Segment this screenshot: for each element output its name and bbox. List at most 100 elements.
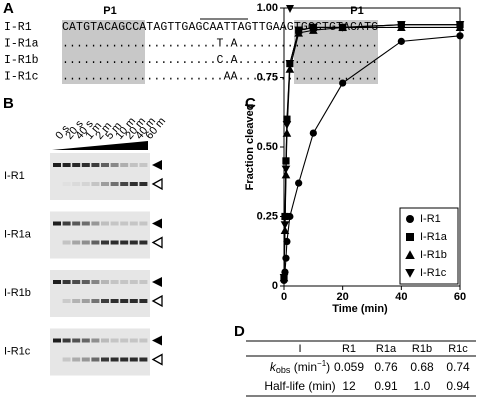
band <box>62 240 71 245</box>
gel <box>50 328 150 376</box>
table-cell: 12 <box>342 379 356 393</box>
point <box>406 215 414 223</box>
band <box>120 299 129 303</box>
point <box>282 254 290 262</box>
gel <box>50 211 150 259</box>
gel <box>50 153 150 200</box>
point <box>456 32 464 40</box>
point <box>285 60 295 68</box>
band <box>91 357 100 362</box>
band-arrow <box>151 236 163 249</box>
band <box>91 280 100 284</box>
table-header: I <box>298 343 301 355</box>
band <box>110 280 119 284</box>
x-tick-label: 40 <box>395 291 407 303</box>
point <box>339 79 347 87</box>
band <box>81 163 90 167</box>
panel-label: C <box>245 95 256 112</box>
band <box>120 182 129 186</box>
point <box>405 269 415 278</box>
gel-label: I-R1c <box>4 345 31 357</box>
band <box>110 338 119 343</box>
point <box>397 21 406 29</box>
band <box>139 280 148 284</box>
point <box>397 37 405 45</box>
point <box>406 233 414 241</box>
fit-line <box>283 35 461 281</box>
point <box>281 170 291 179</box>
p1-label: P1 <box>103 5 116 17</box>
band <box>101 182 109 186</box>
band <box>101 357 109 362</box>
sequence: ......................T.A...............… <box>62 38 378 51</box>
point <box>282 128 292 137</box>
band <box>110 240 119 245</box>
point <box>295 179 303 187</box>
point <box>282 157 290 165</box>
point <box>283 237 291 246</box>
label-part: k <box>270 360 277 374</box>
legend-label: I-R1a <box>420 231 448 243</box>
point <box>294 26 303 35</box>
band-arrow <box>151 177 163 191</box>
band <box>53 182 61 186</box>
band-arrow <box>152 218 162 229</box>
table-cell: 0.91 <box>374 379 398 393</box>
point <box>338 23 347 32</box>
band-arrow <box>151 294 163 308</box>
sequence: .......................AA...............… <box>62 71 378 84</box>
band <box>139 221 148 226</box>
fit-line <box>283 24 460 278</box>
band <box>101 299 109 303</box>
legend-label: I-R1c <box>420 267 447 279</box>
table-header: R1b <box>412 343 432 355</box>
band <box>53 221 61 226</box>
band <box>81 338 90 343</box>
band <box>101 338 109 343</box>
x-tick-label: 60 <box>454 291 466 303</box>
band <box>120 221 129 226</box>
band <box>110 163 119 167</box>
band <box>72 182 81 186</box>
band <box>91 221 100 226</box>
x-tick-label: 0 <box>281 291 287 303</box>
band <box>62 182 71 186</box>
band <box>53 357 61 362</box>
band <box>72 240 81 245</box>
table-header: R1a <box>376 343 397 355</box>
cleavage-arrow <box>286 5 294 13</box>
p1-shade <box>294 20 378 84</box>
band <box>129 182 138 186</box>
point <box>309 23 318 32</box>
gel-label: I-R1a <box>4 228 32 240</box>
y-tick-label: 0.50 <box>257 141 278 153</box>
band-arrow <box>152 277 162 287</box>
point <box>405 250 415 259</box>
table-cell: 0.94 <box>446 379 470 393</box>
label-part: (min <box>290 360 317 374</box>
panel-label: B <box>3 95 14 112</box>
band <box>110 221 119 226</box>
band <box>91 182 100 186</box>
row-name: I-R1c <box>4 71 39 84</box>
band <box>110 299 119 303</box>
band <box>62 299 71 303</box>
y-tick-label: 0 <box>272 280 278 292</box>
band <box>110 182 119 186</box>
band <box>53 338 61 343</box>
band-arrow <box>152 335 162 346</box>
point <box>455 21 465 29</box>
y-tick-label: 1.00 <box>257 2 278 14</box>
label-part: Half-life (min) <box>264 379 335 393</box>
band <box>139 338 148 343</box>
band <box>120 338 129 343</box>
table-cell: 0.76 <box>374 360 398 374</box>
band <box>81 182 90 186</box>
band <box>139 240 148 245</box>
row-name: I-R1a <box>4 38 39 51</box>
x-axis-label: Time (min) <box>332 303 388 315</box>
band-arrow <box>151 353 163 366</box>
table-cell: 0.74 <box>446 360 470 374</box>
band <box>129 240 138 245</box>
panel-label: A <box>3 0 14 17</box>
